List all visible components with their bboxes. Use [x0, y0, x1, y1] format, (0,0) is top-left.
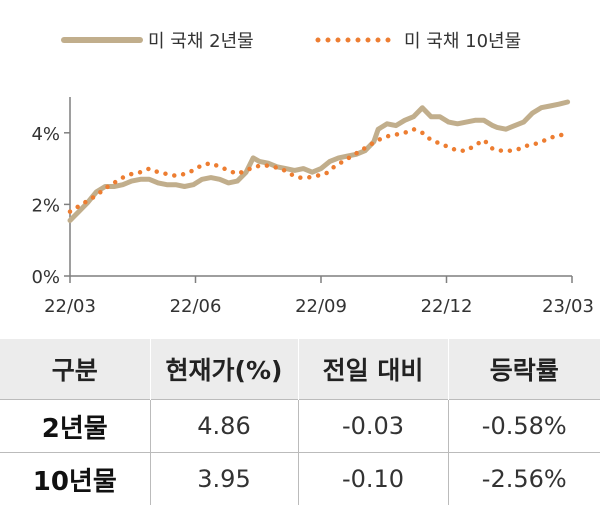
cell-price: 3.95 [150, 453, 298, 505]
x-tick-label: 22/09 [295, 296, 347, 317]
row-label: 2년물 [0, 400, 150, 453]
y-tick-label: 2% [31, 195, 60, 216]
series-layer [70, 102, 568, 221]
cell-change: -0.10 [298, 453, 448, 505]
header-category: 구분 [0, 339, 150, 400]
table-row: 10년물 3.95 -0.10 -2.56% [0, 453, 600, 505]
yield-table: 구분 현재가(%) 전일 대비 등락률 2년물 4.86 -0.03 -0.58… [0, 339, 600, 505]
cell-rate: -0.58% [448, 400, 600, 453]
x-tick-label: 23/03 [542, 296, 594, 317]
cell-change: -0.03 [298, 400, 448, 453]
header-rate: 등락률 [448, 339, 600, 400]
x-tick-label: 22/03 [44, 296, 96, 317]
y-tick-label: 0% [31, 267, 60, 288]
table-row: 2년물 4.86 -0.03 -0.58% [0, 400, 600, 453]
series-line-2y [70, 102, 568, 221]
header-price: 현재가(%) [150, 339, 298, 400]
x-tick-label: 22/06 [170, 296, 222, 317]
header-change: 전일 대비 [298, 339, 448, 400]
cell-price: 4.86 [150, 400, 298, 453]
row-label: 10년물 [0, 453, 150, 505]
y-tick-label: 4% [31, 124, 60, 145]
table-header-row: 구분 현재가(%) 전일 대비 등락률 [0, 339, 600, 400]
cell-rate: -2.56% [448, 453, 600, 505]
legend-label-2y: 미 국채 2년물 [148, 31, 254, 52]
legend: 미 국채 2년물 미 국채 10년물 [64, 31, 521, 52]
yield-chart: 미 국채 2년물 미 국채 10년물 0% 2% 4% 22/03 22/06 22/09… [0, 0, 600, 330]
legend-label-10y: 미 국채 10년물 [404, 31, 521, 52]
x-tick-label: 22/12 [421, 296, 473, 317]
